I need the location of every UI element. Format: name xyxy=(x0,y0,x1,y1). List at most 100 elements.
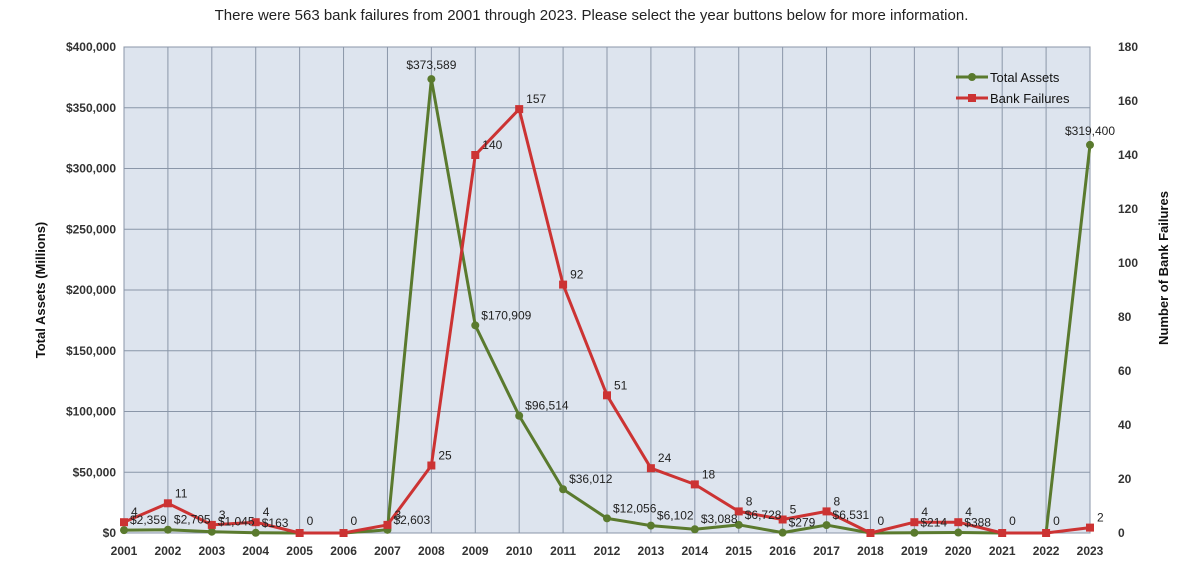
total-assets-marker xyxy=(734,520,743,529)
bank-failures-data-label: 11 xyxy=(175,486,188,500)
total-assets-marker xyxy=(1086,140,1094,149)
bank-failures-marker xyxy=(559,280,568,289)
total-assets-data-label: $6,102 xyxy=(657,509,694,523)
y2-tick-label: 40 xyxy=(1118,418,1132,432)
bank-failures-marker xyxy=(1086,523,1094,532)
total-assets-data-label: $1,045 xyxy=(218,515,255,529)
total-assets-marker xyxy=(427,75,436,84)
bank-failures-marker xyxy=(822,507,831,516)
bank-failures-marker xyxy=(603,391,611,400)
bank-failures-data-label: 18 xyxy=(702,467,716,481)
bank-failures-data-label: 4 xyxy=(965,505,972,519)
y2-tick-label: 180 xyxy=(1118,40,1138,54)
bank-failures-data-label: 0 xyxy=(877,514,884,528)
y2-tick-label: 100 xyxy=(1118,256,1138,270)
y-tick-label: $0 xyxy=(103,526,117,540)
y-tick-label: $250,000 xyxy=(66,222,116,236)
total-assets-data-label: $2,359 xyxy=(130,513,167,527)
x-tick-label: 2021 xyxy=(989,544,1016,558)
y-tick-label: $300,000 xyxy=(66,162,116,176)
total-assets-data-label: $12,056 xyxy=(613,501,657,515)
total-assets-marker xyxy=(822,521,831,530)
bank-failures-marker xyxy=(1042,529,1051,537)
legend-total-assets-label: Total Assets xyxy=(990,70,1060,85)
x-tick-label: 2018 xyxy=(857,544,884,558)
total-assets-data-label: $163 xyxy=(262,516,289,530)
total-assets-marker xyxy=(954,528,963,537)
bank-failures-marker xyxy=(383,520,392,529)
total-assets-data-label: $319,400 xyxy=(1065,124,1115,138)
x-tick-label: 2023 xyxy=(1077,544,1104,558)
bank-failures-marker xyxy=(866,529,875,537)
bank-failures-data-label: 0 xyxy=(1053,514,1060,528)
y-tick-label: $400,000 xyxy=(66,40,116,54)
total-assets-marker xyxy=(163,525,172,534)
bank-failures-data-label: 157 xyxy=(526,92,546,106)
bank-failures-data-label: 8 xyxy=(834,494,841,508)
y-tick-label: $100,000 xyxy=(66,405,116,419)
total-assets-marker xyxy=(690,525,699,534)
x-tick-label: 2017 xyxy=(813,544,840,558)
legend-total-assets-marker xyxy=(968,73,976,81)
series xyxy=(120,75,1094,537)
y2-tick-label: 120 xyxy=(1118,202,1138,216)
bank-failures-data-label: 24 xyxy=(658,451,672,465)
y-tick-label: $200,000 xyxy=(66,283,116,297)
total-assets-marker xyxy=(646,521,655,530)
y-axis-title: Total Assets (Millions) xyxy=(33,222,48,359)
total-assets-marker xyxy=(207,527,216,536)
bank-failures-marker xyxy=(427,461,436,470)
bank-failures-marker xyxy=(163,499,172,508)
bank-failures-data-label: 0 xyxy=(351,514,358,528)
bank-failures-marker xyxy=(734,507,743,516)
bank-failures-data-label: 4 xyxy=(131,505,138,519)
bank-failures-marker xyxy=(295,529,304,537)
grid xyxy=(123,46,1091,534)
bank-failures-marker xyxy=(339,529,348,537)
bank-failures-marker xyxy=(471,151,480,159)
x-tick-label: 2014 xyxy=(681,544,708,558)
bank-failures-marker xyxy=(646,464,655,473)
total-assets-marker xyxy=(471,321,480,330)
bank-failures-data-label: 92 xyxy=(570,268,584,282)
total-assets-data-label: $2,705 xyxy=(174,513,211,527)
bank-failures-data-label: 8 xyxy=(746,494,753,508)
x-tick-label: 2003 xyxy=(198,544,225,558)
y2-axis-title: Number of Bank Failures xyxy=(1156,191,1171,345)
bank-failures-data-label: 0 xyxy=(307,514,314,528)
x-tick-label: 2002 xyxy=(155,544,182,558)
bank-failures-data-label: 51 xyxy=(614,378,628,392)
total-assets-data-label: $214 xyxy=(920,516,947,530)
x-tick-label: 2012 xyxy=(594,544,621,558)
bank-failures-marker xyxy=(251,518,260,527)
y-tick-label: $150,000 xyxy=(66,344,116,358)
x-tick-label: 2001 xyxy=(111,544,138,558)
y-tick-label: $50,000 xyxy=(73,465,117,479)
y2-tick-label: 0 xyxy=(1118,526,1125,540)
bank-failures-data-label: 3 xyxy=(219,508,226,522)
total-assets-data-label: $36,012 xyxy=(569,472,613,486)
total-assets-marker xyxy=(559,485,568,494)
bank-failures-marker xyxy=(954,518,963,527)
x-tick-label: 2020 xyxy=(945,544,972,558)
total-assets-marker xyxy=(251,528,260,537)
chart-description: There were 563 bank failures from 2001 t… xyxy=(214,7,969,24)
axes: 2001 2002 2003 2004 2005 2006 2007 2008 2009 2010… xyxy=(66,40,1138,558)
x-tick-label: 2013 xyxy=(638,544,665,558)
total-assets-data-label: $6,728 xyxy=(745,508,782,522)
total-assets-data-label: $6,531 xyxy=(833,508,870,522)
bank-failures-marker xyxy=(910,518,919,527)
data-labels: $2,359 $2,705 $1,045 $163 $2,603 $373,589 $170… xyxy=(130,58,1115,530)
x-tick-label: 2009 xyxy=(462,544,489,558)
y2-tick-label: 60 xyxy=(1118,364,1132,378)
bank-failures-marker xyxy=(515,105,524,114)
x-tick-label: 2019 xyxy=(901,544,928,558)
total-assets-data-label: $170,909 xyxy=(481,308,531,322)
total-assets-data-label: $96,514 xyxy=(525,399,569,413)
total-assets-data-label: $2,603 xyxy=(393,513,430,527)
total-assets-marker xyxy=(603,514,611,523)
bank-failures-marker xyxy=(998,529,1007,537)
x-tick-label: 2016 xyxy=(769,544,796,558)
bank-failures-data-label: 3 xyxy=(394,508,401,522)
